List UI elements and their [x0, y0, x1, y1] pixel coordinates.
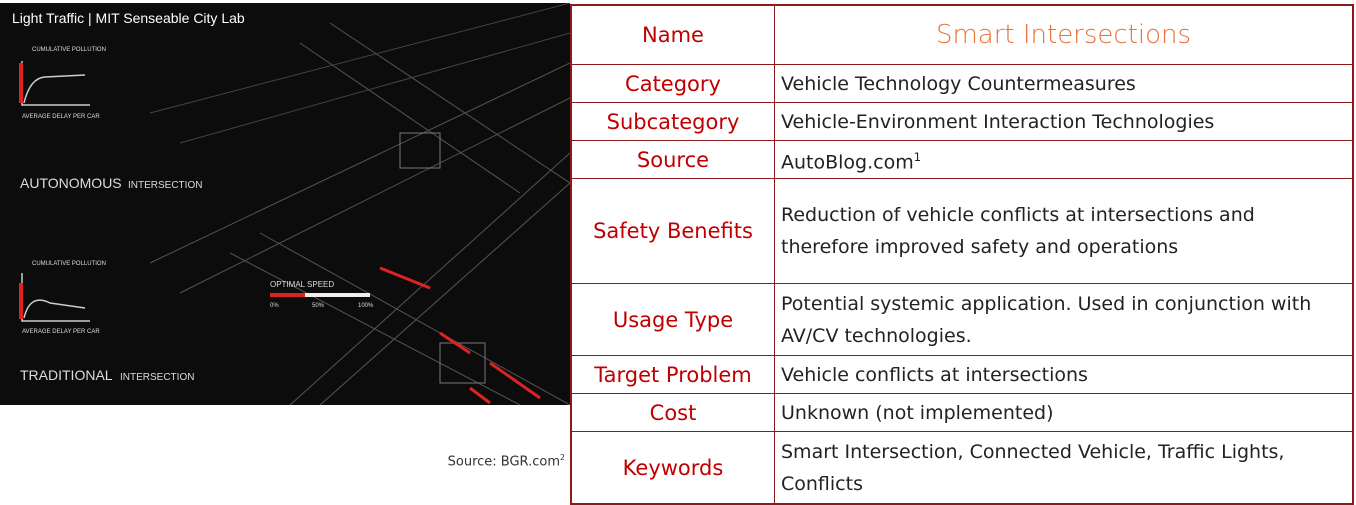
image-label: CUMULATIVE POLLUTION	[32, 261, 106, 267]
row-value: Vehicle conflicts at intersections	[774, 355, 1354, 395]
row-value: Reduction of vehicle conflicts at inters…	[774, 178, 1354, 285]
image-label: OPTIMAL SPEED	[270, 280, 334, 289]
image-title: Light Traffic | MIT Senseable City Lab	[12, 10, 245, 26]
row-label: Source	[570, 139, 775, 180]
caption-text: Source: BGR.com	[447, 454, 561, 470]
value-text: Reduction of vehicle conflicts at inters…	[781, 204, 1255, 259]
row-value: Smart Intersections	[774, 4, 1354, 65]
row-value: Potential systemic application. Used in …	[774, 283, 1354, 357]
image-label: AVERAGE DELAY PER CAR	[22, 329, 100, 335]
row-value: Smart Intersection, Connected Vehicle, T…	[774, 431, 1354, 505]
image-label: 50%	[312, 303, 325, 309]
row-label: Keywords	[570, 431, 775, 505]
image-label: 100%	[358, 303, 374, 309]
image-label: CUMULATIVE POLLUTION	[32, 47, 106, 53]
table-row: Usage Type Potential systemic application…	[570, 283, 1354, 357]
table-row: Source AutoBlog.com1	[570, 139, 1354, 180]
row-value: Vehicle-Environment Interaction Technolo…	[774, 102, 1354, 141]
value-text: Vehicle Technology Countermeasures	[781, 72, 1136, 95]
footnote-ref: 2	[560, 453, 565, 462]
value-text: Vehicle conflicts at intersections	[781, 363, 1088, 386]
table-row: Category Vehicle Technology Countermeasur…	[570, 64, 1354, 103]
row-value: Vehicle Technology Countermeasures	[774, 64, 1354, 103]
table-row: Safety Benefits Reduction of vehicle conf…	[570, 178, 1354, 285]
image-label: INTERSECTION	[128, 180, 202, 191]
table-row: Target Problem Vehicle conflicts at inter…	[570, 355, 1354, 395]
table-row: Name Smart Intersections	[570, 4, 1354, 65]
image-caption: Source: BGR.com2	[300, 453, 565, 469]
value-text: AutoBlog.com	[781, 151, 914, 174]
row-label: Cost	[570, 393, 775, 433]
value-text: Vehicle-Environment Interaction Technolo…	[781, 110, 1215, 133]
row-label: Target Problem	[570, 355, 775, 395]
row-label: Category	[570, 64, 775, 103]
image-label: 0%	[270, 303, 279, 309]
row-value: AutoBlog.com1	[774, 139, 1354, 180]
value-text: Potential systemic application. Used in …	[781, 292, 1312, 347]
value-text: Smart Intersection, Connected Vehicle, T…	[781, 440, 1285, 495]
row-value: Unknown (not implemented)	[774, 393, 1354, 433]
row-label: Usage Type	[570, 283, 775, 357]
row-label: Safety Benefits	[570, 178, 775, 285]
table-row: Keywords Smart Intersection, Connected Ve…	[570, 431, 1354, 505]
value-text: Unknown (not implemented)	[781, 401, 1054, 424]
image-label: INTERSECTION	[120, 372, 194, 383]
table-row: Subcategory Vehicle-Environment Interacti…	[570, 102, 1354, 141]
row-label: Subcategory	[570, 102, 775, 141]
image-label: AVERAGE DELAY PER CAR	[22, 114, 100, 120]
table-row: Cost Unknown (not implemented)	[570, 393, 1354, 433]
image-label: TRADITIONAL	[20, 367, 113, 383]
image-label: AUTONOMOUS	[20, 175, 122, 191]
value-text: Smart Intersections	[935, 20, 1192, 50]
info-table: Name Smart Intersections Category Vehicle T…	[570, 4, 1354, 505]
intersection-image: Light Traffic | MIT Senseable City Lab C…	[0, 3, 570, 405]
row-label: Name	[570, 4, 775, 65]
footnote-ref: 1	[913, 150, 921, 164]
